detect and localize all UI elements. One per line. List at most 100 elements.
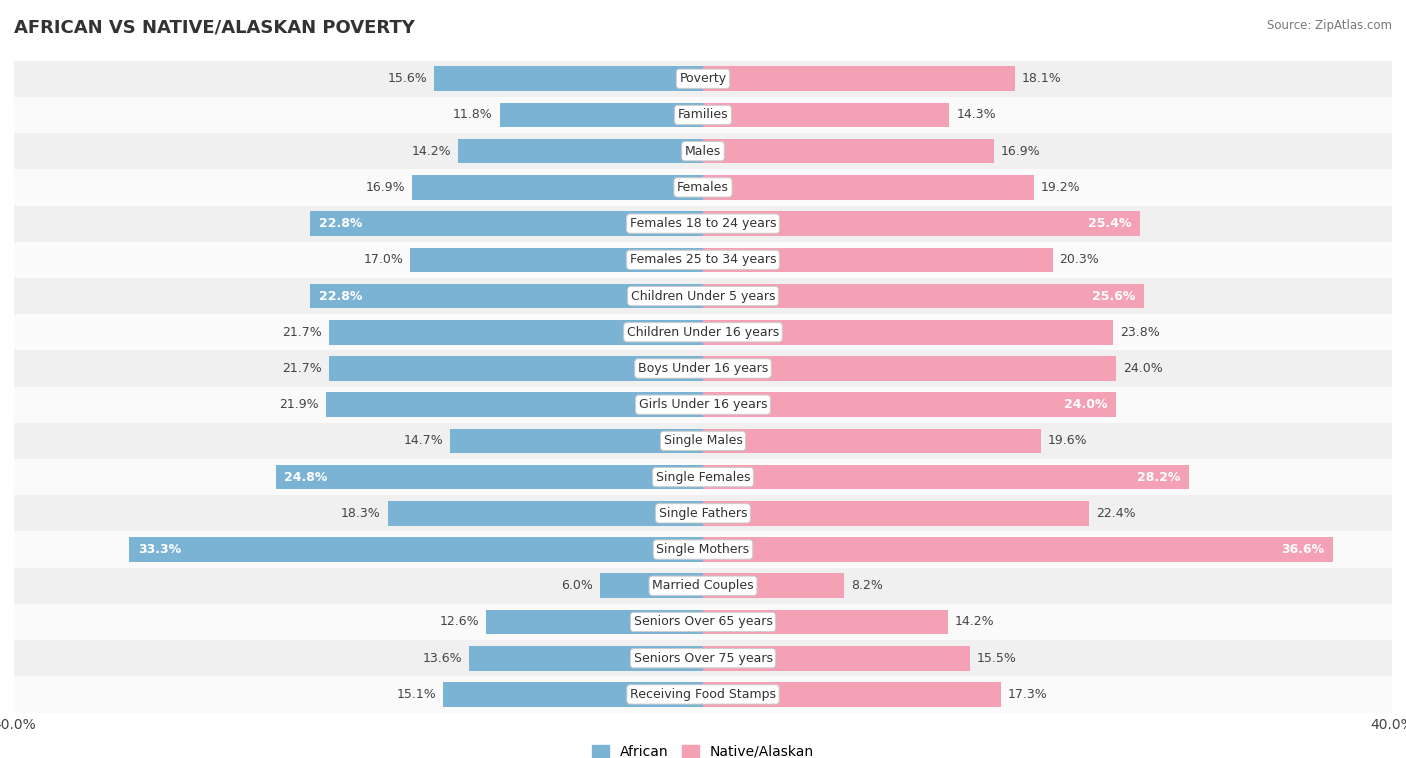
Bar bbox=[329, 320, 703, 345]
Text: Single Females: Single Females bbox=[655, 471, 751, 484]
Bar bbox=[14, 676, 1392, 713]
Bar bbox=[14, 387, 1392, 423]
Bar bbox=[703, 211, 1140, 236]
Text: 15.1%: 15.1% bbox=[396, 688, 436, 701]
Bar bbox=[703, 574, 844, 598]
Text: 15.6%: 15.6% bbox=[388, 72, 427, 85]
Bar bbox=[486, 609, 703, 634]
Text: 17.3%: 17.3% bbox=[1008, 688, 1047, 701]
Text: Single Males: Single Males bbox=[664, 434, 742, 447]
Bar bbox=[14, 314, 1392, 350]
Bar bbox=[703, 465, 1188, 490]
Bar bbox=[14, 459, 1392, 495]
Bar bbox=[14, 97, 1392, 133]
Text: 13.6%: 13.6% bbox=[422, 652, 461, 665]
Text: 20.3%: 20.3% bbox=[1060, 253, 1099, 266]
Text: 24.0%: 24.0% bbox=[1123, 362, 1163, 375]
Text: 12.6%: 12.6% bbox=[440, 615, 479, 628]
Text: 18.3%: 18.3% bbox=[342, 507, 381, 520]
Bar bbox=[14, 133, 1392, 169]
Bar bbox=[703, 428, 1040, 453]
Text: 22.4%: 22.4% bbox=[1095, 507, 1135, 520]
Bar bbox=[499, 102, 703, 127]
Bar bbox=[468, 646, 703, 671]
Text: AFRICAN VS NATIVE/ALASKAN POVERTY: AFRICAN VS NATIVE/ALASKAN POVERTY bbox=[14, 19, 415, 37]
Bar bbox=[703, 283, 1144, 309]
Text: Females: Females bbox=[678, 181, 728, 194]
Text: Poverty: Poverty bbox=[679, 72, 727, 85]
Bar bbox=[703, 320, 1114, 345]
Bar bbox=[450, 428, 703, 453]
Text: 14.2%: 14.2% bbox=[955, 615, 994, 628]
Bar bbox=[14, 169, 1392, 205]
Text: 19.6%: 19.6% bbox=[1047, 434, 1087, 447]
Bar bbox=[703, 248, 1053, 272]
Bar bbox=[412, 175, 703, 199]
Text: 14.7%: 14.7% bbox=[404, 434, 443, 447]
Bar bbox=[703, 537, 1333, 562]
Text: 22.8%: 22.8% bbox=[319, 217, 363, 230]
Bar bbox=[443, 682, 703, 706]
Bar bbox=[14, 640, 1392, 676]
Text: 21.7%: 21.7% bbox=[283, 362, 322, 375]
Bar bbox=[14, 350, 1392, 387]
Bar bbox=[14, 568, 1392, 604]
Text: Single Mothers: Single Mothers bbox=[657, 543, 749, 556]
Bar bbox=[388, 501, 703, 525]
Bar bbox=[703, 646, 970, 671]
Bar bbox=[14, 61, 1392, 97]
Bar bbox=[14, 423, 1392, 459]
Text: Boys Under 16 years: Boys Under 16 years bbox=[638, 362, 768, 375]
Text: Source: ZipAtlas.com: Source: ZipAtlas.com bbox=[1267, 19, 1392, 32]
Bar bbox=[14, 242, 1392, 278]
Bar bbox=[703, 609, 948, 634]
Bar bbox=[311, 283, 703, 309]
Bar bbox=[329, 356, 703, 381]
Bar bbox=[326, 393, 703, 417]
Text: 19.2%: 19.2% bbox=[1040, 181, 1080, 194]
Text: 15.5%: 15.5% bbox=[977, 652, 1017, 665]
Bar bbox=[458, 139, 703, 164]
Text: 22.8%: 22.8% bbox=[319, 290, 363, 302]
Text: 28.2%: 28.2% bbox=[1136, 471, 1180, 484]
Legend: African, Native/Alaskan: African, Native/Alaskan bbox=[586, 739, 820, 758]
Text: 16.9%: 16.9% bbox=[1001, 145, 1040, 158]
Bar bbox=[703, 67, 1015, 91]
Bar bbox=[434, 67, 703, 91]
Bar bbox=[14, 604, 1392, 640]
Text: Receiving Food Stamps: Receiving Food Stamps bbox=[630, 688, 776, 701]
Text: Children Under 16 years: Children Under 16 years bbox=[627, 326, 779, 339]
Text: 16.9%: 16.9% bbox=[366, 181, 405, 194]
Text: 25.6%: 25.6% bbox=[1092, 290, 1135, 302]
Bar bbox=[14, 531, 1392, 568]
Text: 14.3%: 14.3% bbox=[956, 108, 995, 121]
Text: Girls Under 16 years: Girls Under 16 years bbox=[638, 398, 768, 411]
Bar bbox=[311, 211, 703, 236]
Text: Single Fathers: Single Fathers bbox=[659, 507, 747, 520]
Text: 24.8%: 24.8% bbox=[284, 471, 328, 484]
Text: 21.9%: 21.9% bbox=[280, 398, 319, 411]
Bar bbox=[703, 102, 949, 127]
Bar bbox=[129, 537, 703, 562]
Bar bbox=[14, 205, 1392, 242]
Bar bbox=[599, 574, 703, 598]
Text: Females 18 to 24 years: Females 18 to 24 years bbox=[630, 217, 776, 230]
Bar bbox=[14, 495, 1392, 531]
Text: 18.1%: 18.1% bbox=[1022, 72, 1062, 85]
Text: 33.3%: 33.3% bbox=[138, 543, 181, 556]
Text: 21.7%: 21.7% bbox=[283, 326, 322, 339]
Text: 11.8%: 11.8% bbox=[453, 108, 494, 121]
Text: 23.8%: 23.8% bbox=[1119, 326, 1160, 339]
Bar bbox=[703, 682, 1001, 706]
Bar bbox=[703, 356, 1116, 381]
Text: 25.4%: 25.4% bbox=[1088, 217, 1132, 230]
Bar bbox=[703, 139, 994, 164]
Text: Families: Families bbox=[678, 108, 728, 121]
Text: 8.2%: 8.2% bbox=[851, 579, 883, 592]
Text: 17.0%: 17.0% bbox=[363, 253, 404, 266]
Text: Married Couples: Married Couples bbox=[652, 579, 754, 592]
Text: Seniors Over 75 years: Seniors Over 75 years bbox=[634, 652, 772, 665]
Text: Children Under 5 years: Children Under 5 years bbox=[631, 290, 775, 302]
Text: 6.0%: 6.0% bbox=[561, 579, 593, 592]
Bar bbox=[703, 175, 1033, 199]
